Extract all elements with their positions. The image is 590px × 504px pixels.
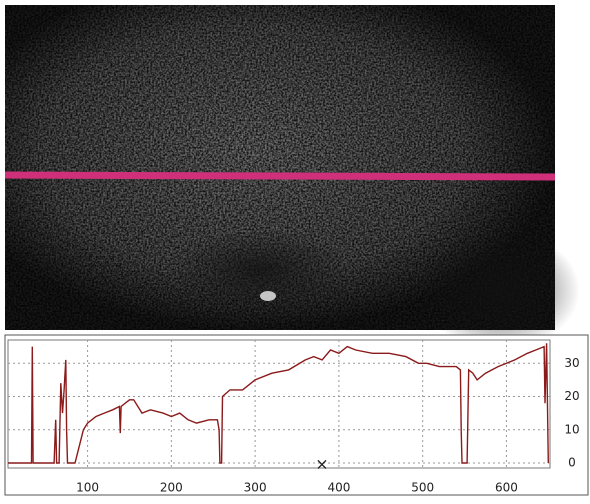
screen: 100 200 300 400 500 600 0 10 20 30 × bbox=[0, 0, 590, 500]
y-tick-label: 20 bbox=[564, 389, 579, 403]
y-tick-label: 0 bbox=[568, 456, 576, 470]
x-tick-label: 400 bbox=[327, 481, 350, 495]
x-tick-label: 600 bbox=[495, 481, 518, 495]
y-tick-label: 10 bbox=[564, 422, 579, 436]
x-tick-label: 200 bbox=[160, 481, 183, 495]
cursor-marker[interactable]: × bbox=[315, 455, 328, 474]
x-tick-label: 100 bbox=[76, 481, 99, 495]
profile-line[interactable] bbox=[5, 175, 555, 177]
x-tick-label: 300 bbox=[244, 481, 267, 495]
x-tick-label: 500 bbox=[411, 481, 434, 495]
y-tick-label: 30 bbox=[564, 356, 579, 370]
